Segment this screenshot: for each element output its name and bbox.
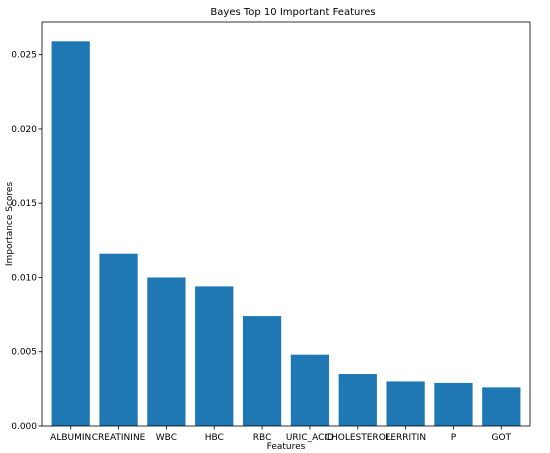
y-tick-label: 0.020 [11, 125, 37, 135]
y-tick-label: 0.010 [11, 273, 37, 283]
y-tick-label: 0.025 [11, 51, 37, 61]
x-tick-label: WBC [156, 433, 177, 443]
bar-albumin [51, 41, 90, 426]
x-tick-label: RBC [253, 433, 272, 443]
y-tick-label: 0.000 [11, 422, 37, 432]
bar-rbc [242, 316, 282, 426]
y-axis-ticks: 0.000 0.005 0.010 0.015 0.020 0.025 [11, 51, 42, 432]
x-tick-label: P [451, 433, 457, 443]
bar-hbc [195, 286, 234, 426]
plot-frame [41, 21, 531, 427]
bars-group [51, 41, 521, 426]
x-tick-label: CHOLESTEROL [325, 433, 391, 443]
bar-cholesterol [338, 374, 377, 426]
x-tick-label: HBC [205, 433, 224, 443]
bar-wbc [147, 277, 186, 426]
x-tick-label: URIC_ACID [286, 433, 334, 443]
bar-uric-acid [290, 354, 330, 426]
bar-ferritin [386, 381, 425, 426]
x-tick-label: CREATININE [92, 433, 146, 443]
x-tick-label: ALBUMIN [50, 433, 91, 443]
bar-got [482, 387, 521, 426]
x-tick-label: FERRITIN [385, 433, 426, 443]
bar-creatinine [99, 253, 138, 426]
x-axis-ticks: ALBUMIN CREATININE WBC HBC RBC URIC_ACIDCHOLE… [50, 426, 512, 443]
chart-title: Bayes Top 10 Important Features [210, 7, 375, 18]
y-tick-label: 0.005 [11, 348, 37, 358]
x-tick-label: GOT [492, 433, 512, 443]
y-tick-label: 0.015 [11, 199, 37, 209]
x-axis-label: Features [267, 442, 306, 452]
y-axis-label: Importance Scores [5, 182, 15, 267]
bar-p [434, 382, 473, 426]
